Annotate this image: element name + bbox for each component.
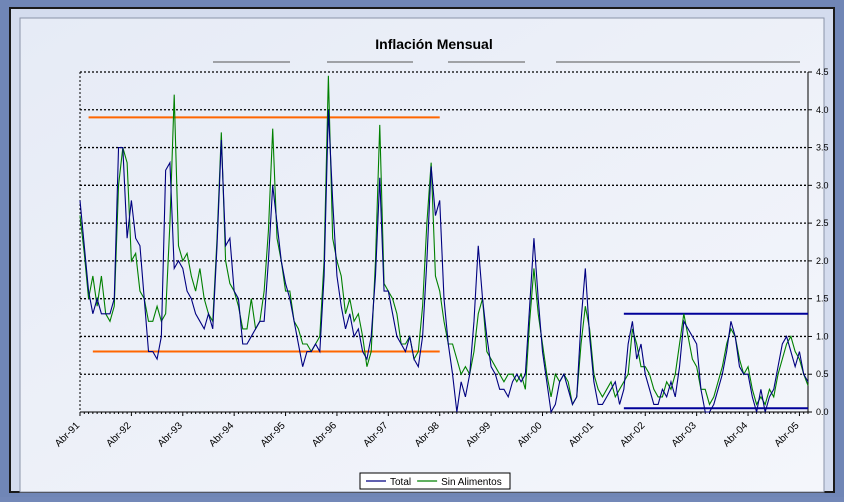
- legend-label: Sin Alimentos: [441, 477, 502, 488]
- chart-title: Inflación Mensual: [375, 36, 492, 52]
- y-tick-label: 1.5: [816, 294, 829, 304]
- y-tick-label: 3.5: [816, 143, 829, 153]
- y-tick-label: 0.5: [816, 369, 829, 379]
- y-tick-label: 2.0: [816, 256, 829, 266]
- y-tick-label: 1.0: [816, 331, 829, 341]
- series-line: [79, 75, 809, 407]
- series-line: [79, 109, 809, 414]
- y-tick-label: 4.0: [816, 105, 829, 115]
- chart-panel: [19, 17, 825, 493]
- y-tick-label: 2.5: [816, 218, 829, 228]
- y-tick-label: 0.0: [816, 407, 829, 417]
- y-tick-label: 4.5: [816, 67, 829, 77]
- legend-label: Total: [390, 477, 411, 488]
- legend: Total Sin Alimentos: [359, 472, 511, 490]
- y-tick-label: 3.0: [816, 180, 829, 190]
